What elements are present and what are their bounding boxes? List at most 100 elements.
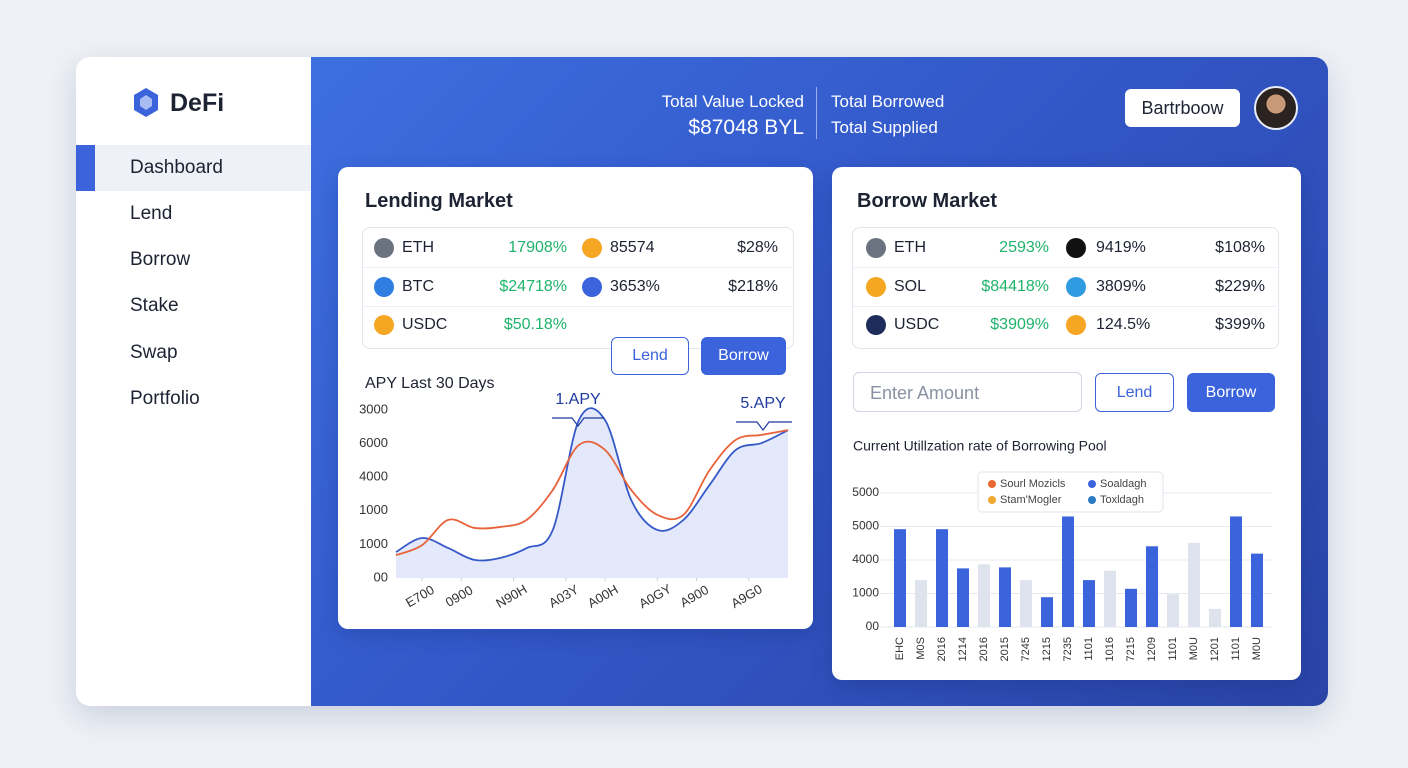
row-divider [363, 267, 791, 268]
nav-item[interactable]: Dashboard [130, 157, 223, 178]
x-tick-label: E700 [403, 582, 437, 610]
bar [1083, 580, 1095, 627]
lending-table [362, 227, 794, 349]
y-tick-label: 00 [866, 619, 880, 633]
bar [1188, 542, 1200, 627]
value: $399% [1215, 316, 1265, 333]
amount-input[interactable]: Enter Amount [853, 372, 1082, 412]
row-divider [363, 306, 791, 307]
x-tick-label: 7235 [1062, 637, 1074, 661]
lend-button[interactable]: Lend [1095, 373, 1174, 412]
bar [1125, 588, 1137, 627]
coin-icon [374, 238, 394, 258]
value: $108% [1215, 239, 1265, 256]
legend-dot [988, 496, 996, 504]
rate: 2593% [999, 239, 1049, 256]
bar [1230, 516, 1242, 627]
x-tick-label: M0U [1251, 637, 1263, 660]
legend-box [977, 471, 1164, 513]
annotation: 1.APY [555, 391, 601, 408]
x-tick-label: 1101 [1083, 637, 1095, 661]
coin-icon [374, 315, 394, 335]
avatar[interactable] [1254, 86, 1298, 130]
bar [1104, 570, 1116, 627]
header-button[interactable]: Bartrboow [1125, 89, 1240, 127]
coin-icon [1066, 238, 1086, 258]
x-tick-label: 7245 [1020, 637, 1032, 661]
lend-button[interactable]: Lend [611, 337, 689, 375]
header-divider [816, 87, 817, 139]
x-tick-label: A00H [585, 581, 621, 610]
row-divider [853, 267, 1276, 268]
borrow-button[interactable]: Borrow [701, 337, 786, 375]
x-tick-label: 1209 [1146, 637, 1158, 661]
x-tick-label: N90H [493, 581, 529, 611]
nav-item[interactable]: Borrow [130, 249, 191, 270]
y-tick-label: 5000 [852, 519, 879, 533]
annotation-bracket [736, 421, 792, 431]
value: 124.5% [1096, 316, 1151, 333]
coin-icon [866, 315, 886, 335]
x-tick-label: 0900 [443, 582, 476, 609]
x-tick-label: M0S [915, 637, 927, 660]
nav-item[interactable]: Lend [130, 203, 173, 224]
bar [1167, 594, 1179, 627]
asset-name: USDC [894, 316, 940, 333]
y-tick-label: 4000 [852, 552, 879, 566]
rate: $3909% [990, 316, 1049, 333]
y-tick-label: 6000 [359, 435, 388, 450]
row-divider [853, 306, 1276, 307]
rate: 17908% [508, 239, 567, 256]
borrow-button[interactable]: Borrow [1187, 373, 1275, 412]
x-tick-label: A03Y [546, 581, 581, 610]
value: 3653% [610, 278, 660, 295]
coin-icon [374, 277, 394, 297]
legend-dot [1088, 496, 1096, 504]
bar [1251, 553, 1263, 627]
bar [1062, 516, 1074, 627]
coin-icon [866, 277, 886, 297]
line [395, 407, 789, 562]
nav-item[interactable]: Stake [130, 295, 179, 316]
y-tick-label: 1000 [359, 536, 388, 551]
x-tick-label: 2016 [978, 637, 990, 661]
active-nav-bg [76, 145, 311, 191]
asset-name: USDC [402, 316, 448, 333]
coin-icon [1066, 277, 1086, 297]
bar [915, 580, 927, 627]
logo-icon [132, 86, 160, 120]
y-tick-label: 1000 [359, 502, 388, 517]
nav-item[interactable]: Portfolio [130, 388, 200, 409]
coin-icon [1066, 315, 1086, 335]
legend-label: Stam'Mogler [1000, 494, 1062, 506]
bar [999, 567, 1011, 627]
value: $218% [728, 278, 778, 295]
value: $28% [737, 239, 778, 256]
bar [1146, 546, 1158, 627]
active-nav-indicator [76, 145, 95, 191]
rate: $24718% [499, 278, 567, 295]
x-tick-label: 1214 [957, 637, 969, 661]
legend-dot [988, 480, 996, 488]
x-tick-label: 1101 [1167, 637, 1179, 661]
x-tick-label: A900 [677, 582, 711, 610]
y-tick-label: 4000 [359, 469, 388, 484]
annotation-bracket [552, 417, 604, 427]
x-tick-label: 1201 [1209, 637, 1221, 661]
panel-title: Borrow Market [857, 190, 998, 212]
borrow-table [852, 227, 1279, 349]
y-tick-label: 3000 [359, 401, 388, 416]
chart-title: Current Utillzation rate of Borrowing Po… [853, 438, 1107, 454]
asset-name: ETH [402, 239, 434, 256]
bar [936, 529, 948, 627]
chart-title: APY Last 30 Days [365, 375, 495, 392]
x-tick-label: A9G0 [728, 581, 764, 611]
x-tick-label: M0U [1188, 637, 1200, 660]
y-tick-label: 00 [374, 569, 388, 584]
asset-name: BTC [402, 278, 434, 295]
nav-item[interactable]: Swap [130, 342, 178, 363]
line [395, 429, 789, 557]
x-tick-label: 1101 [1230, 637, 1242, 661]
logo-text: DeFi [170, 89, 225, 117]
